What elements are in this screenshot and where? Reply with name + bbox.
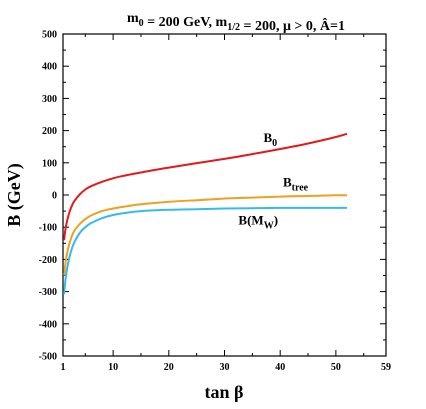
y-tick-label: -100 <box>39 223 57 234</box>
series-label-B0: B0 <box>263 130 277 149</box>
y-tick-label: 500 <box>42 30 57 41</box>
series-label-Btree: Btree <box>283 175 309 194</box>
series-label-B(MW): B(MW) <box>238 213 278 232</box>
y-tick-label: -400 <box>39 319 57 330</box>
y-axis: 500 400 300 200 100 0 -100 -200 -300 -400 -500 <box>39 30 386 363</box>
series-line-B(MW) <box>63 206 347 295</box>
y-tick-label: 400 <box>42 62 57 73</box>
y-tick-label: 200 <box>42 126 57 137</box>
series-line-Btree <box>63 194 348 276</box>
x-tick-label: 50 <box>331 362 341 373</box>
x-axis-label: tan β <box>205 382 244 402</box>
y-tick-label: -500 <box>39 352 57 363</box>
y-tick-label: 300 <box>42 94 57 105</box>
y-tick-label: -200 <box>39 255 57 266</box>
series-line-B0 <box>63 132 348 241</box>
series-lines <box>63 132 348 295</box>
x-tick-label: 20 <box>164 362 174 373</box>
y-axis-label: B (GeV) <box>4 163 25 226</box>
x-tick-label: 40 <box>275 362 285 373</box>
x-tick-label: 1 <box>61 362 66 373</box>
series-labels: B0 Btree B(MW) <box>238 130 308 232</box>
y-tick-label: 0 <box>52 191 57 202</box>
x-axis: 1 10 20 30 40 50 59 <box>61 34 391 373</box>
x-tick-label: 30 <box>220 362 230 373</box>
y-tick-label: -300 <box>39 287 57 298</box>
y-tick-label: 100 <box>42 158 57 169</box>
x-tick-label: 10 <box>108 362 118 373</box>
x-tick-label: 59 <box>381 362 391 373</box>
chart-title: m0 = 200 GeV, m1/2 = 200, μ > 0, Â=1 <box>127 11 345 34</box>
